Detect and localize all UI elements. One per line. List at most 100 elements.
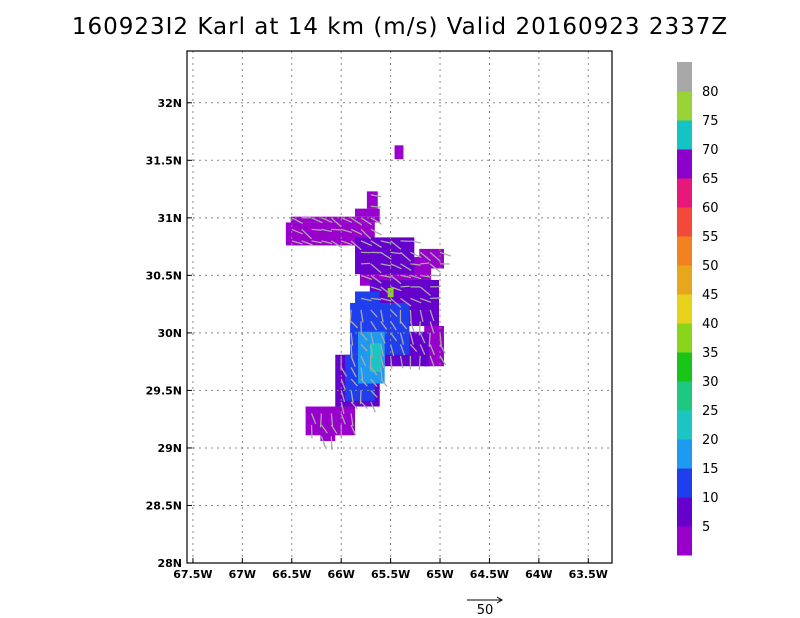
wind-vector-29 bbox=[380, 367, 383, 381]
x-tick-label: 65W bbox=[426, 568, 453, 581]
wind-vector-50 bbox=[439, 344, 446, 354]
colorbar-label: 70 bbox=[702, 143, 719, 158]
wind-vector-95 bbox=[370, 274, 382, 284]
wind-vector-118 bbox=[429, 251, 441, 262]
wind-cell-25-0 bbox=[369, 343, 382, 373]
colorbar-label: 65 bbox=[702, 172, 719, 187]
y-tick-label: 30.5N bbox=[146, 269, 182, 282]
wind-vector-13 bbox=[350, 401, 358, 410]
wind-vector-109 bbox=[429, 263, 441, 273]
colorbar-label: 25 bbox=[702, 404, 719, 419]
colorbar-label: 40 bbox=[702, 317, 719, 332]
wind-vector-12 bbox=[340, 401, 345, 415]
wind-vector-142 bbox=[291, 217, 303, 225]
colorbar-label: 75 bbox=[702, 114, 719, 129]
colorbar-swatch bbox=[677, 149, 692, 179]
wind-vector-134 bbox=[301, 228, 313, 240]
wind-vector-94 bbox=[360, 274, 372, 280]
wind-vector-43 bbox=[370, 344, 373, 358]
wind-vector-90 bbox=[400, 285, 410, 288]
wind-vector-65 bbox=[390, 321, 397, 331]
wind-vector-15 bbox=[370, 401, 376, 413]
wind-vector-11 bbox=[350, 413, 354, 427]
wind-vector-87 bbox=[370, 286, 382, 292]
wind-vector-151 bbox=[370, 205, 381, 208]
wind-vector-67 bbox=[409, 321, 415, 333]
wind-vector-76 bbox=[409, 309, 412, 324]
colorbar-swatch bbox=[677, 62, 692, 92]
y-tick-label: 29.5N bbox=[146, 384, 182, 397]
wind-vector-115 bbox=[400, 251, 412, 262]
colorbar-label: 15 bbox=[702, 462, 719, 477]
wind-vector-132 bbox=[410, 240, 421, 244]
x-tick-label: 67.5W bbox=[173, 568, 212, 581]
x-tick-label: 64W bbox=[525, 568, 552, 581]
colorbar-swatch bbox=[677, 381, 692, 411]
wind-vector-39 bbox=[429, 355, 435, 367]
wind-cell-5-4 bbox=[394, 145, 404, 160]
wind-vector-28 bbox=[370, 366, 378, 376]
wind-vector-104 bbox=[380, 263, 392, 267]
wind-vector-42 bbox=[360, 343, 368, 352]
y-tick-label: 32N bbox=[157, 97, 182, 110]
wind-vector-78 bbox=[429, 309, 435, 322]
wind-vector-126 bbox=[350, 240, 362, 251]
wind-vector-41 bbox=[350, 344, 353, 358]
wind-vector-136 bbox=[321, 228, 333, 233]
wind-vector-34 bbox=[380, 355, 385, 369]
colorbar-label: 60 bbox=[702, 201, 719, 216]
wind-vector-72 bbox=[370, 309, 378, 318]
wind-vector-114 bbox=[390, 251, 401, 255]
colorbar-swatch bbox=[677, 294, 692, 324]
wind-vector-138 bbox=[341, 228, 353, 234]
wind-vector-70 bbox=[349, 309, 352, 324]
colorbar-label: 55 bbox=[702, 230, 719, 245]
wind-vector-22 bbox=[360, 378, 368, 387]
y-tick-label: 31N bbox=[157, 212, 182, 225]
y-tick-label: 28N bbox=[157, 557, 182, 570]
reference-arrow-head bbox=[496, 596, 503, 604]
grid-lines bbox=[187, 51, 612, 564]
colorbar-label: 35 bbox=[702, 346, 719, 361]
wind-vector-10 bbox=[340, 413, 346, 425]
colorbar-swatch bbox=[677, 178, 692, 208]
colorbar-swatch bbox=[677, 439, 692, 469]
wind-vector-58 bbox=[419, 332, 426, 344]
x-tick-label: 67W bbox=[229, 568, 256, 581]
reference-vector: 50 bbox=[467, 596, 503, 618]
wind-vector-31 bbox=[350, 355, 356, 367]
wind-vector-83 bbox=[400, 297, 412, 307]
wind-vector-74 bbox=[390, 309, 398, 317]
y-tick-label: 30N bbox=[157, 327, 182, 340]
x-tick-label: 66.5W bbox=[272, 568, 311, 581]
wind-vector-27 bbox=[360, 367, 364, 381]
x-tick-label: 63.5W bbox=[569, 568, 608, 581]
plot-frame bbox=[186, 50, 613, 564]
wind-vector-128 bbox=[370, 240, 382, 249]
colorbar: 5 10 15 20 25 30 35 40 45 50 55 60 65 70 75 80 bbox=[677, 62, 719, 556]
wind-vector-66 bbox=[399, 320, 408, 330]
wind-vector-17 bbox=[350, 390, 354, 404]
wind-vector-108 bbox=[420, 262, 430, 265]
wind-vector-63 bbox=[370, 321, 378, 331]
wind-vector-129 bbox=[380, 240, 392, 244]
wind-vector-98 bbox=[400, 274, 412, 279]
wind-cell-5-2 bbox=[355, 208, 380, 217]
wind-vector-117 bbox=[419, 251, 432, 262]
colorbar-label: 10 bbox=[702, 491, 719, 506]
wind-vector-23 bbox=[370, 378, 378, 387]
wind-vector-145 bbox=[321, 217, 333, 223]
wind-vector-82 bbox=[390, 297, 402, 308]
wind-vector-92 bbox=[419, 286, 431, 297]
wind-vector-25 bbox=[340, 367, 348, 377]
wind-vector-135 bbox=[311, 228, 322, 231]
wind-vector-7 bbox=[310, 413, 317, 425]
wind-vector-99 bbox=[410, 274, 422, 280]
wind-vector-146 bbox=[330, 217, 342, 228]
wind-vector-149 bbox=[360, 217, 373, 226]
wind-vector-6 bbox=[350, 424, 357, 436]
wind-vector-120 bbox=[291, 240, 303, 245]
wind-vector-19 bbox=[370, 389, 378, 398]
colorbar-swatch bbox=[677, 120, 692, 150]
